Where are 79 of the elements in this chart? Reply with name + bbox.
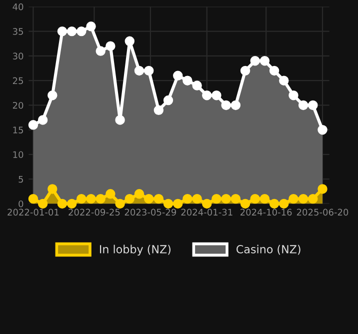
point	[212, 90, 222, 100]
point	[269, 198, 280, 209]
point	[221, 194, 231, 204]
point	[308, 194, 318, 204]
point	[144, 66, 154, 76]
point	[308, 100, 318, 110]
x-tick-label: 2022-01-01	[8, 208, 59, 216]
legend-label: Casino (NZ)	[236, 244, 300, 255]
point	[86, 22, 96, 32]
x-tick-label: 2024-01-31	[181, 208, 232, 216]
y-tick-label: 20	[12, 102, 24, 109]
point	[86, 194, 96, 204]
point	[115, 115, 125, 125]
point	[163, 95, 174, 106]
point	[76, 26, 86, 36]
point	[269, 66, 280, 76]
point	[48, 90, 58, 100]
point	[202, 90, 212, 100]
x-tick-label: 2025-06-20	[296, 208, 348, 216]
point	[250, 56, 260, 66]
point	[240, 66, 250, 76]
point	[288, 90, 298, 100]
point	[260, 56, 270, 66]
point	[260, 194, 270, 204]
point	[96, 194, 106, 204]
point	[212, 194, 222, 204]
point	[66, 198, 77, 209]
point	[106, 189, 116, 199]
point	[298, 194, 308, 204]
point	[57, 26, 68, 36]
point	[298, 100, 308, 110]
x-tick-label: 2023-05-29	[124, 208, 176, 216]
point	[134, 189, 144, 199]
point	[172, 198, 183, 209]
y-tick-label: 35	[12, 28, 23, 35]
point	[48, 184, 58, 194]
y-tick-label: 30	[12, 52, 24, 60]
point	[76, 194, 86, 204]
point	[279, 76, 289, 86]
point	[279, 198, 289, 209]
point	[124, 194, 135, 204]
point	[38, 198, 48, 209]
point	[28, 120, 38, 130]
legend-label: In lobby (NZ)	[100, 244, 170, 256]
point	[66, 26, 77, 36]
point	[250, 194, 260, 204]
point	[172, 70, 183, 81]
y-tick-label: 40	[12, 3, 24, 10]
point	[57, 198, 68, 209]
point	[318, 124, 328, 135]
point	[163, 198, 174, 209]
point	[28, 194, 38, 204]
point	[192, 194, 202, 204]
y-tick-label: 25	[12, 77, 23, 84]
y-tick-label: 15	[13, 126, 23, 134]
point	[154, 105, 164, 115]
point	[182, 76, 192, 86]
point	[154, 194, 164, 204]
point	[318, 184, 328, 194]
point	[115, 198, 125, 209]
point	[240, 198, 250, 209]
y-tick-label: 10	[13, 151, 24, 158]
point	[192, 80, 202, 90]
point	[134, 66, 144, 76]
y-tick-label: 5	[18, 176, 23, 183]
point	[124, 36, 135, 46]
point	[202, 198, 212, 209]
point	[106, 41, 116, 51]
y-tick-label: 0	[18, 200, 24, 208]
point	[182, 194, 192, 204]
point	[230, 100, 241, 110]
x-tick-label: 2024-10-16	[240, 208, 292, 216]
point	[221, 100, 231, 110]
point	[96, 46, 106, 56]
point	[38, 115, 48, 125]
point	[288, 194, 298, 204]
x-tick-label: 2022-09-25	[68, 208, 120, 216]
point	[144, 194, 154, 204]
point	[230, 194, 241, 204]
